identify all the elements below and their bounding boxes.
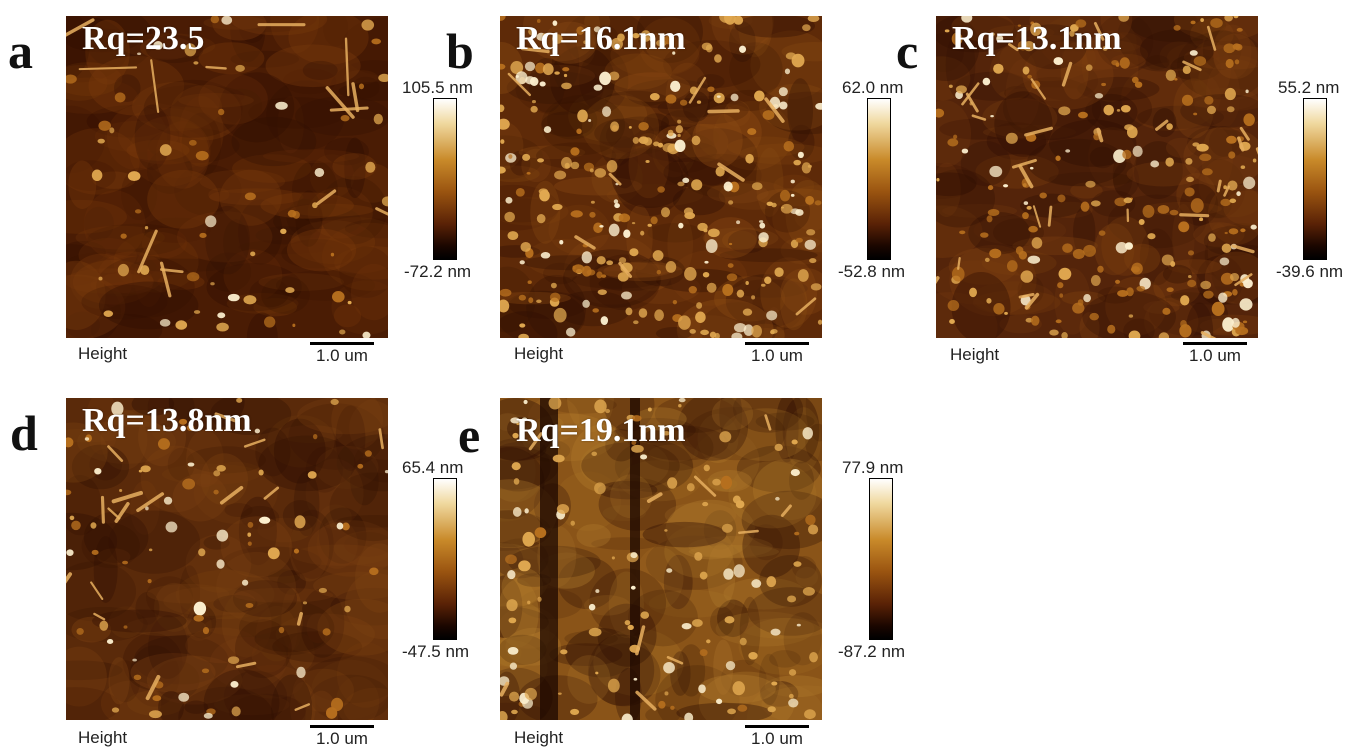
scale-bar-d — [310, 725, 374, 728]
rq-label-b: Rq=16.1nm — [516, 20, 686, 57]
rq-label-a: Rq=23.5 — [82, 20, 205, 57]
scale-bar-c — [1183, 342, 1247, 345]
afm-texture — [500, 398, 822, 720]
afm-texture — [66, 16, 388, 338]
colorbar-max-b: 62.0 nm — [842, 78, 904, 97]
rq-label-e: Rq=19.1nm — [516, 412, 686, 449]
colorbar-min-d: -47.5 nm — [402, 642, 470, 661]
afm-image-a: Rq=23.5 — [66, 16, 388, 338]
colorbar-e — [869, 478, 893, 640]
colorbar-min-a: -72.2 nm — [404, 262, 472, 281]
scale-bar-label-d: 1.0 um — [316, 729, 368, 748]
afm-texture — [66, 398, 388, 720]
colorbar-c — [1303, 98, 1327, 260]
scale-bar-label-a: 1.0 um — [316, 346, 368, 365]
scale-bar-label-e: 1.0 um — [751, 729, 803, 748]
colorbar-d — [433, 478, 457, 640]
rq-label-c: Rq=13.1nm — [952, 20, 1122, 57]
panel-letter-b: b — [446, 23, 474, 79]
afm-texture — [936, 16, 1258, 338]
afm-texture — [500, 16, 822, 338]
height-label-e: Height — [514, 728, 564, 747]
colorbar-b — [867, 98, 891, 260]
colorbar-a — [433, 98, 457, 260]
colorbar-max-e: 77.9 nm — [842, 458, 904, 477]
height-label-c: Height — [950, 345, 1000, 364]
colorbar-min-b: -52.8 nm — [838, 262, 906, 281]
afm-image-d: Rq=13.8nm — [66, 398, 388, 720]
panel-letter-e: e — [458, 407, 481, 463]
panel-letter-c: c — [896, 23, 919, 79]
scale-bar-b — [745, 342, 809, 345]
scale-bar-label-c: 1.0 um — [1189, 346, 1241, 365]
afm-image-e: Rq=19.1nm — [500, 398, 822, 720]
colorbar-min-c: -39.6 nm — [1276, 262, 1344, 281]
height-label-b: Height — [514, 344, 564, 363]
rq-label-d: Rq=13.8nm — [82, 402, 252, 439]
colorbar-max-c: 55.2 nm — [1278, 78, 1340, 97]
afm-image-b: Rq=16.1nm — [500, 16, 822, 338]
colorbar-min-e: -87.2 nm — [838, 642, 906, 661]
scale-bar-e — [745, 725, 809, 728]
afm-image-c: Rq=13.1nm — [936, 16, 1258, 338]
scale-bar-label-b: 1.0 um — [751, 346, 803, 365]
scale-bar-a — [310, 342, 374, 345]
height-label-d: Height — [78, 728, 128, 747]
colorbar-max-a: 105.5 nm — [402, 78, 473, 97]
panel-letter-d: d — [10, 405, 38, 461]
panel-letter-a: a — [8, 23, 33, 79]
colorbar-max-d: 65.4 nm — [402, 458, 464, 477]
height-label-a: Height — [78, 344, 128, 363]
